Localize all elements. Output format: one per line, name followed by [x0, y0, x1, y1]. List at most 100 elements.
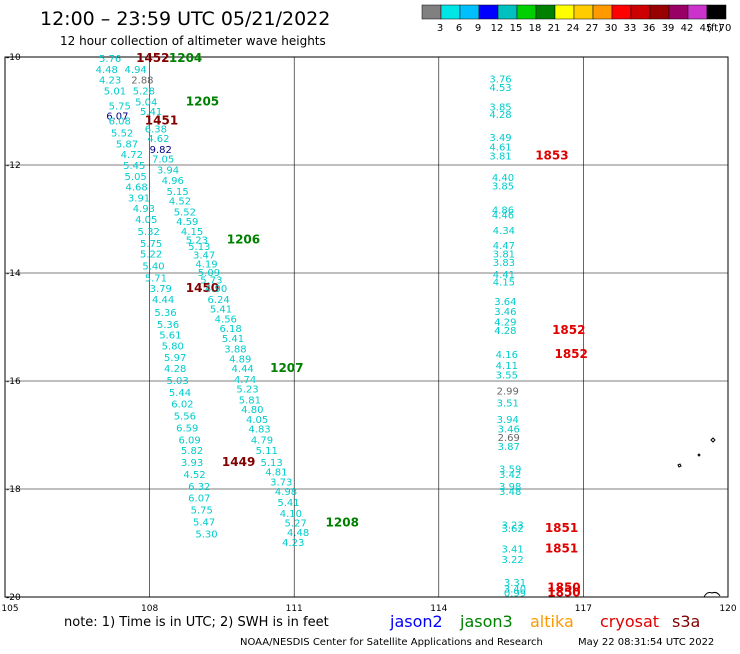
color-scale-legend: 3 6 9 12 15 18 21 24 27 30 33 36 39 42 45 70	[421, 4, 732, 34]
wave-height-value: 2.88	[131, 76, 153, 87]
wave-height-value: 4.98	[275, 487, 297, 498]
wave-height-value: 5.75	[109, 102, 131, 113]
pass-time-label: 1207	[270, 361, 303, 375]
wave-height-value: 5.22	[140, 250, 162, 261]
wave-height-value: 4.86	[492, 205, 514, 216]
wave-height-value: 5.75	[140, 239, 162, 250]
wave-height-value: 5.81	[239, 395, 261, 406]
wave-height-value: 5.87	[116, 139, 138, 150]
wave-height-value: 4.34	[493, 226, 515, 237]
island-shape	[677, 463, 682, 468]
wave-height-value: 6.59	[176, 423, 198, 434]
wave-height-value: 4.28	[164, 364, 186, 375]
satellite-cryosat: cryosat	[600, 612, 659, 631]
wave-height-value: 5.73	[200, 275, 222, 286]
wave-height-value: 6.09	[179, 435, 201, 446]
legend-swatch-70	[706, 4, 727, 20]
x-tick-label: 117	[575, 604, 592, 614]
wave-height-value: 4.79	[251, 435, 273, 446]
wave-height-value: 4.15	[181, 227, 203, 238]
wave-height-value: 5.36	[157, 320, 179, 331]
island-outlines	[677, 437, 721, 598]
wave-height-value: 5.27	[285, 518, 307, 529]
wave-height-value: 5.75	[191, 506, 213, 517]
wave-height-value: 3.51	[497, 399, 519, 410]
wave-height-value: 4.48	[287, 528, 309, 539]
island-shape	[697, 453, 701, 457]
wave-height-value: 3.31	[504, 578, 526, 589]
legend-unit: (ft)	[707, 23, 722, 34]
wave-height-value: 5.09	[198, 268, 220, 279]
legend-label-39: 39	[662, 23, 675, 34]
legend-label-70: 70	[719, 23, 732, 34]
wave-height-value: 4.16	[496, 350, 518, 361]
wave-height-value: 4.81	[265, 468, 287, 479]
pass-time-label: 1852	[552, 323, 585, 337]
wave-height-value: 5.41	[140, 107, 162, 118]
wave-height-value: 5.13	[188, 242, 210, 253]
wave-height-value: 4.56	[215, 314, 237, 325]
wave-height-value: 4.52	[169, 197, 191, 208]
legend-swatch-42	[668, 4, 689, 20]
wave-height-value: 4.44	[152, 295, 174, 306]
wave-height-value: 4.11	[496, 361, 518, 372]
wave-height-value: 3.41	[501, 544, 523, 555]
wave-height-value: 4.40	[492, 173, 514, 184]
wave-height-value: 4.28	[494, 326, 516, 337]
wave-height-value: 6.08	[109, 117, 131, 128]
wave-height-value: 3.22	[501, 555, 523, 566]
legend-label-12: 12	[491, 23, 504, 34]
y-tick-label: -18	[6, 485, 21, 495]
x-tick-label: 114	[430, 604, 447, 614]
wave-height-value: 5.05	[125, 172, 147, 183]
wave-height-value: 3.87	[498, 442, 520, 453]
wave-height-value: 3.49	[489, 133, 511, 144]
wave-height-value: 3.23	[501, 521, 523, 532]
wave-height-value: 4.74	[234, 375, 256, 386]
wave-height-value: 5.47	[193, 517, 215, 528]
wave-height-value: 4.10	[280, 509, 302, 520]
legend-label-33: 33	[624, 23, 637, 34]
wave-height-value: 4.05	[135, 215, 157, 226]
wave-height-value: 3.62	[501, 524, 523, 535]
y-tick-label: -10	[6, 53, 21, 63]
wave-height-value: 3.94	[157, 165, 179, 176]
wave-height-value: 5.52	[111, 129, 133, 140]
wave-height-value: 5.41	[222, 334, 244, 345]
wave-height-value: 6.02	[171, 400, 193, 411]
wave-height-value: 5.01	[104, 86, 126, 97]
wave-height-value: 5.56	[174, 412, 196, 423]
legend-swatch-39	[649, 4, 670, 20]
wave-height-value: 5.76	[99, 54, 121, 65]
pass-time-label: 1852	[554, 347, 587, 361]
legend-label-24: 24	[567, 23, 580, 34]
pass-time-label: 1206	[227, 233, 260, 247]
wave-height-value: 3.85	[492, 182, 514, 193]
wave-height-value: 5.11	[256, 446, 278, 457]
wave-height-value: 4.68	[126, 183, 148, 194]
x-tick-label: 108	[141, 604, 158, 614]
wave-height-value: 5.30	[195, 529, 217, 540]
wave-height-value: 5.44	[169, 388, 191, 399]
pass-time-label: 1451	[145, 114, 178, 128]
pass-time-label: 1449	[222, 455, 255, 469]
wave-height-value: 3.73	[270, 477, 292, 488]
satellite-jason2: jason2	[389, 612, 443, 631]
wave-height-value: 4.62	[147, 134, 169, 145]
wave-height-value: 4.28	[489, 110, 511, 121]
wave-height-value: 3.94	[497, 415, 519, 426]
wave-height-value: 9.82	[150, 145, 172, 156]
legend-label-9: 9	[475, 23, 481, 34]
wave-height-value: 3.42	[499, 470, 521, 481]
legend-swatch-15	[497, 4, 518, 20]
legend-swatch-27	[573, 4, 594, 20]
pass-time-label: 1452	[136, 51, 169, 65]
legend-label-27: 27	[586, 23, 599, 34]
wave-height-value: 4.15	[493, 278, 515, 289]
wave-height-value: 3.79	[150, 284, 172, 295]
island-shape	[710, 437, 716, 443]
wave-height-value: 5.28	[133, 86, 155, 97]
legend-label-36: 36	[643, 23, 656, 34]
